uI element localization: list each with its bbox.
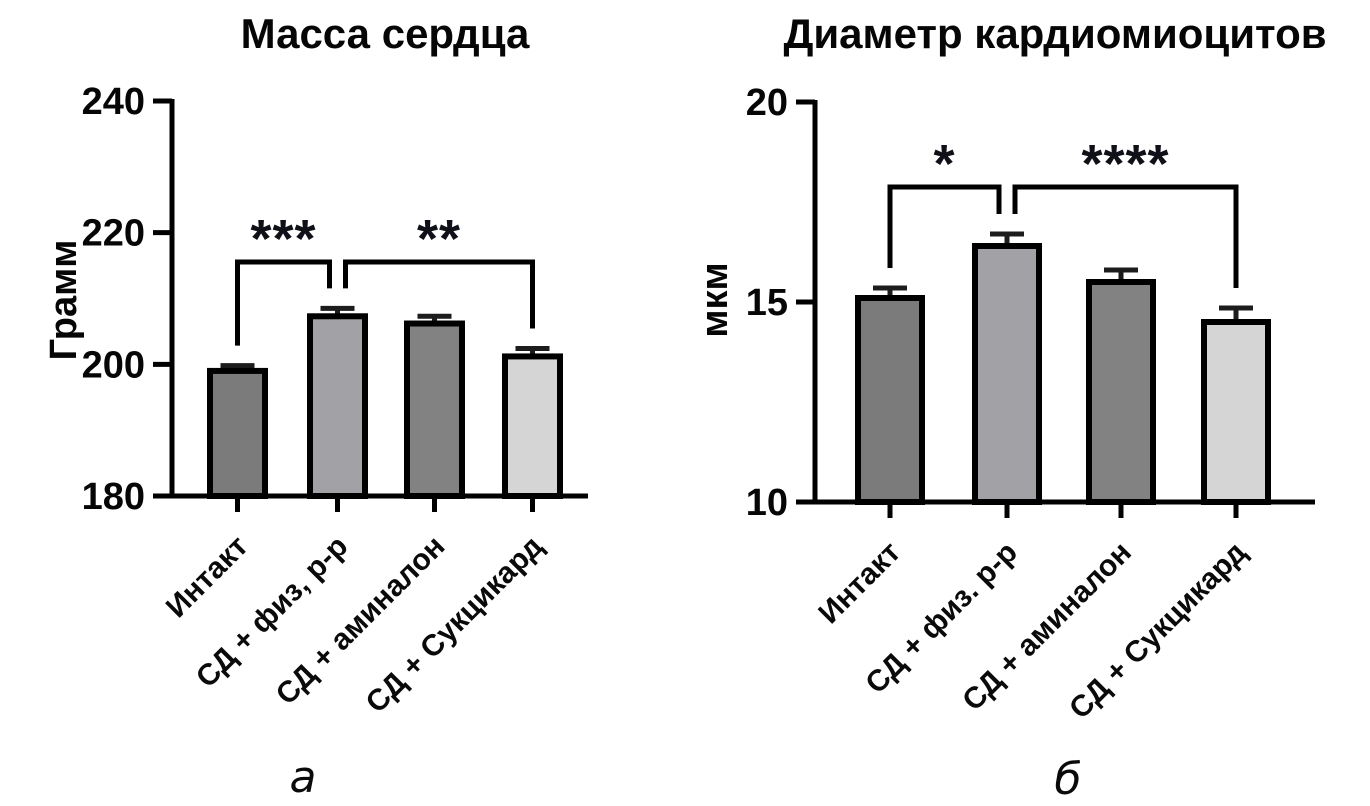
chart-heart-mass: Масса сердца Грамм 240 220 200 180 Интакт СД + … xyxy=(43,10,588,803)
cardiomyocyte-diameter-chart-svg: Диаметр кардиомиоцитовмкм201510ИнтактСД … xyxy=(694,10,1327,805)
chart-title: Диаметр кардиомиоцитов xyxy=(783,10,1326,57)
bar xyxy=(502,353,563,500)
significance-label: **** xyxy=(1081,134,1169,194)
significance-bracket xyxy=(343,259,535,329)
y-tick-label: 220 xyxy=(82,213,145,255)
significance-label: ** xyxy=(417,209,461,269)
x-category-label: СД + аминалон xyxy=(270,530,452,712)
y-axis-label: Грамм xyxy=(43,240,85,361)
significance-bracket xyxy=(887,184,1002,268)
significance-bracket xyxy=(1012,184,1239,288)
chart-cardiomyocyte-diameter: Диаметр кардиомиоцитов мкм 20 15 10 Интакт СД … xyxy=(685,0,1370,806)
y-tick-label: 10 xyxy=(746,482,788,524)
bar xyxy=(207,367,268,499)
bar xyxy=(1086,279,1156,505)
bar xyxy=(404,320,465,499)
y-tick-label: 200 xyxy=(82,344,145,386)
y-tick-label: 240 xyxy=(82,81,145,123)
significance-label: *** xyxy=(250,209,316,269)
y-tick-label: 15 xyxy=(746,282,788,324)
bar xyxy=(855,295,925,505)
x-category-label: СД + Сукцикард xyxy=(360,530,550,720)
chart-title: Масса сердца xyxy=(241,10,530,57)
bar xyxy=(1201,319,1271,505)
x-category-label: Интакт xyxy=(812,536,907,631)
panel-caption: а xyxy=(290,752,317,803)
significance-bracket xyxy=(235,259,332,346)
y-tick-label: 20 xyxy=(746,82,788,124)
y-axis-label: мкм xyxy=(694,262,736,337)
significance-label: * xyxy=(933,134,955,194)
y-tick-label: 180 xyxy=(82,476,145,518)
bar xyxy=(307,313,368,499)
bar xyxy=(972,243,1042,505)
x-category-label: Интакт xyxy=(160,530,255,625)
panel-caption: б xyxy=(1054,754,1081,805)
